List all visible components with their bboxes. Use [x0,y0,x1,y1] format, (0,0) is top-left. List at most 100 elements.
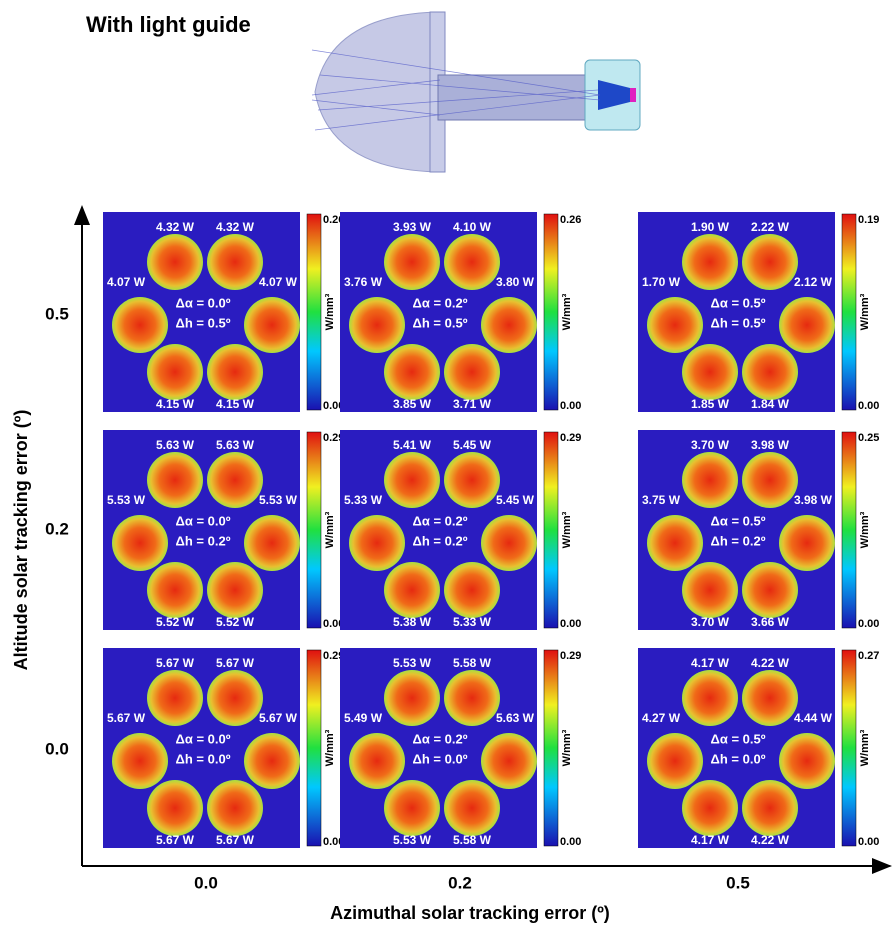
receiver-spot [112,515,168,571]
receiver-spot [682,452,738,508]
receiver-spot [384,780,440,836]
receiver-spot [384,670,440,726]
receiver-spot [444,780,500,836]
receiver-power: 5.58 W [453,656,492,670]
receiver-power: 4.15 W [156,397,195,411]
delta-h: Δh = 0.2º [413,533,468,548]
delta-h: Δh = 0.5º [711,315,766,330]
y-tick-label: 0.2 [45,519,69,538]
receiver-spot [647,515,703,571]
receiver-spot [742,452,798,508]
receiver-spot [349,297,405,353]
colorbar-unit: W/mm³ [561,729,573,766]
x-tick-label: 0.0 [194,873,218,892]
receiver-spot [682,670,738,726]
receiver-power: 4.07 W [259,275,298,289]
receiver-spot [384,234,440,290]
delta-h: Δh = 0.0º [413,751,468,766]
receiver-power: 5.58 W [453,833,492,847]
receiver-spot [207,344,263,400]
receiver-power: 5.53 W [393,656,432,670]
receiver-power: 4.15 W [216,397,255,411]
receiver-power: 3.85 W [393,397,432,411]
delta-alpha: Δα = 0.2º [413,513,468,528]
receiver-spot [742,234,798,290]
receiver-power: 5.52 W [156,615,195,629]
colorbar [842,214,856,410]
colorbar-min: 0.00 [560,618,581,630]
receiver-spot [147,344,203,400]
colorbar [544,650,558,846]
receiver-spot [384,562,440,618]
receiver-spot [207,670,263,726]
receiver-power: 5.63 W [496,711,535,725]
receiver-spot [147,234,203,290]
receiver-spot [682,344,738,400]
receiver-spot [207,234,263,290]
y-tick-label: 0.5 [45,304,69,323]
receiver-power: 5.52 W [216,615,255,629]
receiver-spot [647,297,703,353]
delta-alpha: Δα = 0.0º [176,295,231,310]
delta-h: Δh = 0.2º [176,533,231,548]
receiver-spot [481,297,537,353]
receiver-spot [742,562,798,618]
receiver-power: 5.45 W [453,438,492,452]
receiver-power: 5.53 W [259,493,298,507]
colorbar-unit: W/mm³ [859,511,871,548]
receiver-power: 5.63 W [216,438,255,452]
receiver-power: 3.66 W [751,615,790,629]
delta-alpha: Δα = 0.5º [711,295,766,310]
receiver-power: 5.67 W [216,833,255,847]
receiver-spot [742,344,798,400]
receiver-spot [682,562,738,618]
receiver-spot [207,562,263,618]
receiver-spot [147,780,203,836]
flux-panel: 1.90 W2.22 W1.70 W2.12 W1.85 W1.84 WΔα =… [638,212,879,412]
colorbar-max: 0.29 [560,650,581,662]
delta-h: Δh = 0.5º [176,315,231,330]
colorbar-unit: W/mm³ [324,293,336,330]
receiver-power: 3.70 W [691,438,730,452]
delta-h: Δh = 0.2º [711,533,766,548]
delta-alpha: Δα = 0.2º [413,731,468,746]
delta-h: Δh = 0.5º [413,315,468,330]
receiver-power: 1.85 W [691,397,730,411]
colorbar-max: 0.25 [858,432,879,444]
colorbar-min: 0.00 [560,836,581,848]
receiver-spot [444,562,500,618]
receiver-spot [779,515,835,571]
receiver-power: 3.80 W [496,275,535,289]
receiver-power: 4.10 W [453,220,492,234]
receiver-power: 4.32 W [156,220,195,234]
receiver-power: 5.67 W [216,656,255,670]
receiver-power: 3.71 W [453,397,492,411]
colorbar [307,214,321,410]
delta-alpha: Δα = 0.2º [413,295,468,310]
colorbar-max: 0.26 [560,214,581,226]
colorbar-unit: W/mm³ [859,293,871,330]
receiver-spot [244,733,300,789]
receiver-spot [112,733,168,789]
receiver-spot [444,234,500,290]
colorbar [544,432,558,628]
flux-panel: 4.32 W4.32 W4.07 W4.07 W4.15 W4.15 WΔα =… [103,212,344,412]
receiver-power: 5.45 W [496,493,535,507]
colorbar-min: 0.00 [858,618,879,630]
receiver-spot [112,297,168,353]
receiver-spot [147,562,203,618]
receiver-spot [647,733,703,789]
delta-alpha: Δα = 0.5º [711,731,766,746]
delta-alpha: Δα = 0.0º [176,513,231,528]
y-axis-label: Altitude solar tracking error (º) [11,410,31,671]
receiver-power: 5.67 W [107,711,146,725]
receiver-power: 3.70 W [691,615,730,629]
x-tick-label: 0.5 [726,873,750,892]
receiver-spot [384,344,440,400]
receiver-power: 1.84 W [751,397,790,411]
delta-h: Δh = 0.0º [711,751,766,766]
receiver-power: 3.98 W [794,493,833,507]
receiver-spot [742,670,798,726]
receiver-power: 3.75 W [642,493,681,507]
